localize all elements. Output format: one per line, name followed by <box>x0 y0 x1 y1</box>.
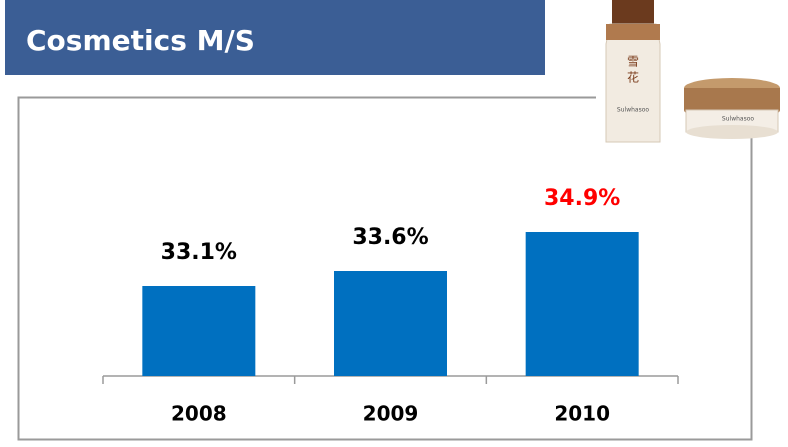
svg-text:雪: 雪 <box>627 55 639 69</box>
product-image: 雪 花 Sulwhasoo Sulwhasoo <box>596 0 780 152</box>
x-tick-label: 2008 <box>171 402 227 426</box>
x-tick-label: 2009 <box>363 402 419 426</box>
value-label: 33.1% <box>161 240 237 265</box>
value-label: 33.6% <box>352 225 428 250</box>
svg-text:Sulwhasoo: Sulwhasoo <box>617 107 649 114</box>
chart-title: Cosmetics M/S <box>26 24 255 57</box>
svg-text:Sulwhasoo: Sulwhasoo <box>722 116 754 123</box>
value-label: 34.9% <box>544 186 620 211</box>
svg-text:花: 花 <box>627 70 639 85</box>
x-tick-label: 2010 <box>554 402 610 426</box>
bar <box>142 286 255 376</box>
bar <box>526 232 639 376</box>
chart: Cosmetics M/S 雪 花 Sulwhasoo Sulwhasoo 33… <box>0 0 788 447</box>
bar <box>334 271 447 376</box>
